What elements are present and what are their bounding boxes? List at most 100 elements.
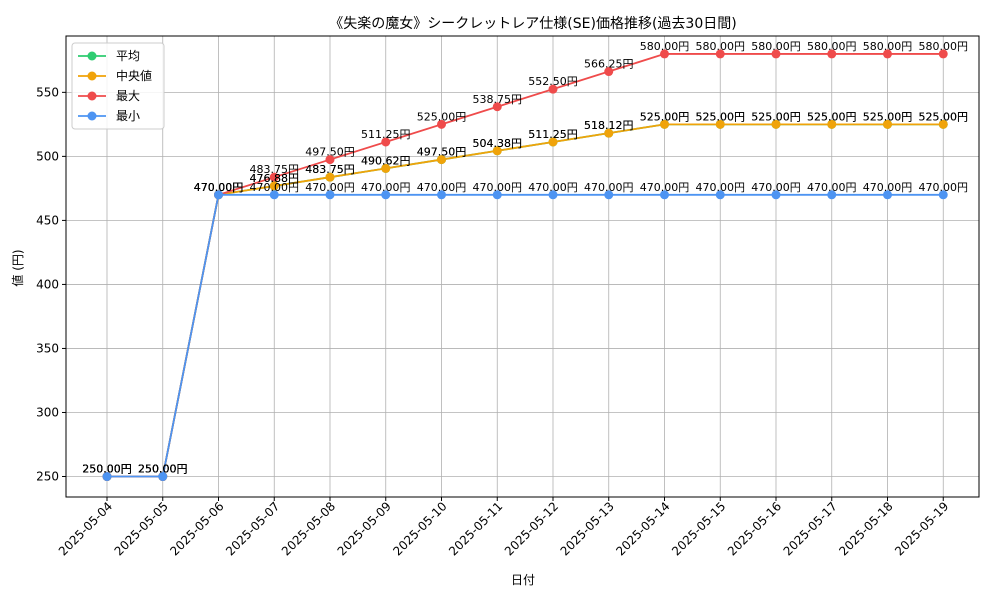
x-tick-label: 2025-05-08 bbox=[279, 499, 338, 558]
series-layer bbox=[102, 49, 948, 482]
x-tick-label: 2025-05-11 bbox=[446, 499, 505, 558]
data-label: 470.00円 bbox=[751, 181, 801, 194]
data-point bbox=[660, 49, 669, 59]
data-point bbox=[604, 67, 614, 77]
x-tick-label: 2025-05-16 bbox=[725, 499, 784, 558]
legend-marker bbox=[87, 71, 97, 81]
x-tick-label: 2025-05-05 bbox=[112, 499, 171, 558]
y-tick-label: 350 bbox=[36, 341, 59, 355]
data-point bbox=[325, 190, 335, 200]
data-label: 525.00円 bbox=[919, 110, 969, 123]
data-label: 511.25円 bbox=[361, 128, 411, 141]
data-label: 525.00円 bbox=[696, 110, 746, 123]
data-label: 250.00円 bbox=[138, 463, 188, 476]
y-tick-label: 550 bbox=[36, 85, 59, 99]
data-label: 250.00円 bbox=[82, 463, 132, 476]
data-point bbox=[492, 146, 502, 156]
data-point bbox=[604, 128, 614, 138]
data-point bbox=[827, 190, 837, 200]
x-tick-label: 2025-05-19 bbox=[892, 499, 951, 558]
data-label: 470.00円 bbox=[528, 181, 578, 194]
legend-label: 中央値 bbox=[116, 68, 152, 83]
data-point bbox=[437, 119, 446, 129]
legend-marker bbox=[87, 111, 97, 121]
data-label: 511.25円 bbox=[528, 128, 578, 141]
data-label: 497.50円 bbox=[417, 146, 467, 159]
data-label: 250.00円 bbox=[82, 463, 132, 476]
data-label: 483.75円 bbox=[250, 163, 300, 176]
data-label: 525.00円 bbox=[863, 110, 913, 123]
legend-label: 最大 bbox=[116, 89, 140, 103]
data-point bbox=[883, 49, 892, 59]
data-point bbox=[269, 181, 279, 191]
x-axis-ticks: 2025-05-042025-05-052025-05-062025-05-07… bbox=[56, 497, 951, 558]
x-tick-label: 2025-05-15 bbox=[669, 499, 728, 558]
data-point bbox=[827, 119, 837, 129]
x-tick-label: 2025-05-18 bbox=[836, 499, 895, 558]
x-tick-label: 2025-05-12 bbox=[502, 499, 561, 558]
data-point bbox=[660, 190, 669, 200]
data-point bbox=[381, 163, 391, 173]
series-line bbox=[107, 123, 944, 478]
data-label: 470.00円 bbox=[194, 181, 244, 194]
data-point bbox=[715, 190, 725, 200]
data-point bbox=[548, 190, 558, 200]
data-label: 580.00円 bbox=[919, 40, 969, 53]
data-point bbox=[660, 119, 669, 129]
data-label: 518.12円 bbox=[584, 119, 634, 132]
data-label: 518.12円 bbox=[584, 119, 634, 132]
data-label: 497.50円 bbox=[305, 146, 355, 159]
data-point bbox=[548, 84, 558, 94]
data-point bbox=[214, 190, 223, 200]
chart-title: 《失楽の魔女》シークレットレア仕様(SE)価格推移(過去30日間) bbox=[329, 15, 736, 32]
y-tick-label: 400 bbox=[36, 277, 59, 291]
data-label: 470.00円 bbox=[696, 181, 746, 194]
data-label: 566.25円 bbox=[584, 58, 634, 71]
data-label: 476.88円 bbox=[250, 172, 300, 185]
data-label: 525.00円 bbox=[640, 110, 690, 123]
data-label: 525.00円 bbox=[751, 110, 801, 123]
x-axis-label: 日付 bbox=[511, 573, 535, 587]
data-label: 470.00円 bbox=[807, 181, 857, 194]
data-label: 490.62円 bbox=[361, 154, 411, 167]
data-label: 470.00円 bbox=[194, 181, 244, 194]
data-point bbox=[883, 190, 892, 200]
data-label: 470.00円 bbox=[640, 181, 690, 194]
data-label: 250.00円 bbox=[138, 463, 188, 476]
data-point bbox=[158, 472, 168, 482]
data-point bbox=[604, 190, 614, 200]
data-point bbox=[938, 190, 948, 200]
x-tick-label: 2025-05-13 bbox=[558, 499, 617, 558]
data-point bbox=[102, 472, 112, 482]
data-point bbox=[715, 119, 725, 129]
data-label: 470.00円 bbox=[361, 181, 411, 194]
series-line bbox=[107, 53, 944, 478]
data-label: 490.62円 bbox=[361, 154, 411, 167]
data-label: 483.75円 bbox=[305, 163, 355, 176]
data-labels-layer: 250.00円 250.00円470.00円476.88円483.75円490.6… bbox=[82, 40, 968, 476]
x-tick-label: 2025-05-04 bbox=[56, 499, 115, 558]
data-point bbox=[269, 172, 279, 182]
data-label: 470.00円 bbox=[473, 181, 523, 194]
data-point bbox=[437, 155, 446, 165]
data-label: 504.38円 bbox=[473, 137, 523, 150]
data-label: 538.75円 bbox=[473, 93, 523, 106]
x-tick-label: 2025-05-14 bbox=[613, 499, 672, 558]
data-point bbox=[325, 155, 335, 165]
legend-label: 平均 bbox=[116, 49, 140, 63]
data-point bbox=[437, 190, 446, 200]
y-tick-label: 500 bbox=[36, 149, 59, 163]
data-label: 250.00円 bbox=[82, 463, 132, 476]
data-label: 580.00円 bbox=[696, 40, 746, 53]
data-label: 552.50円 bbox=[528, 75, 578, 88]
data-point bbox=[883, 119, 892, 129]
data-label: 497.50円 bbox=[417, 146, 467, 159]
data-label: 580.00円 bbox=[640, 40, 690, 53]
x-tick-label: 2025-05-06 bbox=[167, 499, 226, 558]
data-point bbox=[269, 190, 279, 200]
data-label: 470.00円 bbox=[305, 181, 355, 194]
data-label: 525.00円 bbox=[807, 110, 857, 123]
series-line bbox=[107, 123, 944, 478]
series-line bbox=[107, 193, 944, 478]
